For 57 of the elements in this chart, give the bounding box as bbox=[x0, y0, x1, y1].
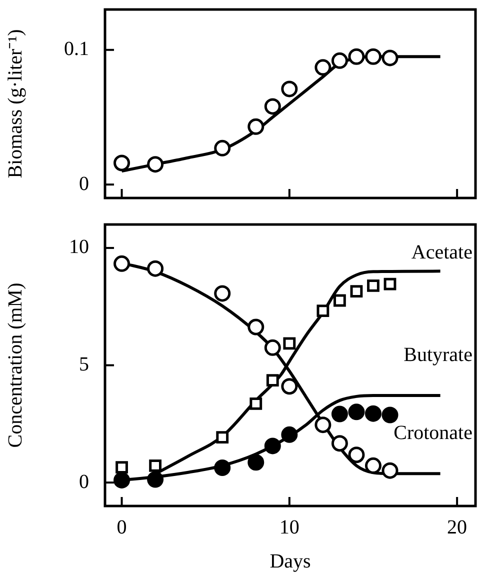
point bbox=[364, 457, 382, 474]
x-tick-label: 20 bbox=[447, 516, 468, 538]
point bbox=[350, 285, 363, 298]
point bbox=[114, 472, 130, 488]
point bbox=[283, 337, 296, 350]
x-axis-title: Days bbox=[270, 550, 312, 572]
point bbox=[331, 435, 348, 452]
point bbox=[331, 52, 348, 69]
point bbox=[281, 80, 298, 98]
point bbox=[384, 278, 396, 290]
point bbox=[149, 459, 162, 472]
point bbox=[364, 48, 382, 65]
x-tick-label: 10 bbox=[279, 516, 300, 538]
y-tick-label: 0 bbox=[79, 172, 89, 195]
point bbox=[348, 404, 365, 420]
point bbox=[364, 405, 382, 422]
point bbox=[214, 140, 231, 156]
point bbox=[216, 431, 229, 444]
point bbox=[382, 50, 398, 66]
point bbox=[147, 260, 164, 277]
point bbox=[331, 406, 348, 422]
y-axis-title: Concentration (mM) bbox=[4, 282, 26, 448]
point bbox=[382, 406, 398, 424]
series-label: Acetate bbox=[411, 241, 473, 264]
point bbox=[382, 462, 398, 479]
point bbox=[248, 454, 264, 471]
point bbox=[281, 378, 298, 395]
y-tick-label: 0 bbox=[79, 470, 89, 493]
point bbox=[114, 154, 130, 172]
point bbox=[266, 374, 279, 386]
point bbox=[264, 438, 281, 454]
point bbox=[264, 98, 281, 115]
point bbox=[114, 255, 130, 272]
y-tick-label: 10 bbox=[69, 236, 89, 258]
point bbox=[348, 446, 365, 464]
point bbox=[147, 156, 164, 173]
point bbox=[147, 471, 164, 488]
series-label: Butyrate bbox=[404, 344, 473, 366]
y-tick-label: 0.1 bbox=[64, 38, 89, 60]
point bbox=[367, 280, 380, 292]
point bbox=[314, 59, 332, 76]
point bbox=[214, 460, 231, 476]
point bbox=[248, 318, 264, 336]
point bbox=[250, 398, 262, 410]
x-tick-label: 0 bbox=[116, 516, 127, 538]
point bbox=[248, 118, 264, 135]
point bbox=[116, 461, 128, 474]
point bbox=[281, 426, 298, 443]
point bbox=[314, 416, 332, 434]
point bbox=[334, 294, 346, 307]
point bbox=[316, 304, 330, 318]
point bbox=[214, 285, 231, 302]
point bbox=[264, 339, 281, 356]
y-tick-label: 5 bbox=[79, 354, 89, 376]
y-axis-title: Biomass (g·liter⁻¹) bbox=[4, 29, 26, 178]
series-label: Crotonate bbox=[394, 422, 473, 444]
point bbox=[348, 48, 365, 65]
